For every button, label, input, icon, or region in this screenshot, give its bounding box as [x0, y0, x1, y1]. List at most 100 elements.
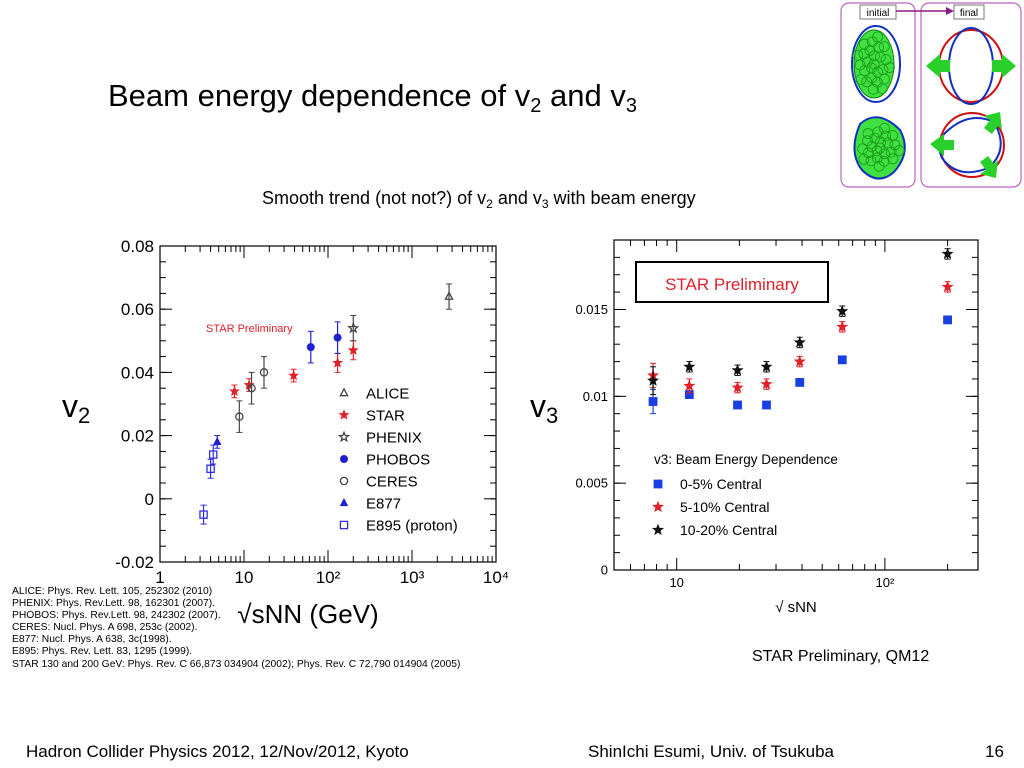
legend-label: ALICE	[366, 385, 409, 402]
data-point	[731, 363, 744, 376]
data-point	[228, 385, 240, 397]
series-alice	[444, 283, 454, 310]
data-point	[444, 291, 454, 300]
slide-title: Beam energy dependence of v2 and v3	[108, 78, 637, 117]
reference-item: PHOBOS: Phys. Rev.Lett. 98, 242302 (2007…	[12, 610, 221, 622]
y-tick-label: 0.015	[575, 302, 608, 317]
v2-label: v2	[62, 388, 91, 428]
data-point	[347, 344, 359, 356]
legend-label: STAR	[366, 407, 405, 424]
legend-title: v3: Beam Energy Dependence	[654, 452, 838, 467]
y-tick-label: 0.04	[121, 363, 154, 382]
data-point	[836, 304, 849, 317]
y-tick-label: 0	[145, 490, 154, 509]
triangular-flow-final-icon	[930, 112, 1005, 178]
series-e895-proton-	[199, 444, 218, 525]
reference-item: STAR 130 and 200 GeV: Phys. Rev. C 66,87…	[12, 658, 461, 670]
y-tick-label: 0.01	[583, 389, 608, 404]
triangular-overlap-icon	[853, 116, 906, 180]
data-point	[793, 336, 806, 348]
arrow-head-icon	[946, 7, 954, 15]
data-point	[247, 383, 256, 393]
legend-label: CERES	[366, 473, 418, 490]
initial-label: initial	[867, 8, 890, 19]
plot-frame	[159, 245, 497, 563]
series-10-20-central	[647, 247, 954, 396]
plot-frame	[613, 239, 979, 571]
data-point	[793, 355, 806, 367]
v2-chart: -0.02 0 0.02 0.04 0.06 0.08 1 10 10² 10³ 10⁴ √sNN (…	[115, 237, 509, 629]
data-point	[208, 450, 218, 459]
elliptic-flow-final-icon	[926, 27, 1016, 105]
legend-marker	[652, 500, 664, 513]
data-point	[836, 320, 849, 332]
data-point	[683, 379, 696, 392]
y-tick-label: -0.02	[115, 553, 154, 572]
reference-item: ALICE: Phys. Rev. Lett. 105, 252302 (201…	[12, 586, 213, 597]
data-point	[235, 412, 244, 421]
legend-label: PHOBOS	[366, 451, 430, 468]
series-star	[228, 340, 359, 399]
data-point	[795, 378, 805, 387]
v3-label: v3	[530, 388, 559, 428]
x-tick-label: 1	[155, 568, 164, 587]
data-point	[683, 360, 696, 372]
y-tick-label: 0.06	[121, 300, 154, 319]
y-tick-label: 0.005	[575, 476, 608, 491]
reference-item: CERES: Nucl. Phys. A 698, 253c (2002).	[12, 622, 198, 634]
flow-inset-diagram: initial final	[840, 2, 1022, 188]
subtitle: Smooth trend (not not?) of v2 and v3 wit…	[262, 188, 696, 211]
legend-marker	[339, 454, 348, 463]
series-phenix	[347, 315, 360, 342]
legend-marker	[339, 498, 349, 507]
legend-marker	[652, 523, 664, 536]
y-tick-label: 0.08	[121, 237, 154, 256]
credit-text: STAR Preliminary, QM12	[752, 648, 930, 665]
x-tick-label: 10	[669, 575, 683, 590]
v3-chart: 0 0.005 0.01 0.015 10 10² √ sNN 0-5% Central 5-1…	[575, 239, 979, 616]
data-point	[760, 360, 773, 372]
series-ceres	[235, 356, 269, 433]
data-point	[762, 400, 771, 410]
footer-conference: Hadron Collider Physics 2012, 12/Nov/201…	[26, 742, 409, 761]
legend-label: PHENIX	[366, 429, 422, 446]
legend-label: 0-5% Central	[680, 476, 762, 492]
x-tick-label: 10²	[316, 568, 341, 587]
x-axis-label: √ sNN	[775, 599, 817, 616]
x-tick-label: 10⁴	[483, 568, 509, 587]
data-point	[288, 369, 300, 381]
data-point	[943, 315, 952, 325]
legend-marker	[337, 430, 351, 443]
legend-label: E877	[366, 495, 401, 512]
legend-marker	[653, 479, 663, 489]
footer-author: ShinIchi Esumi, Univ. of Tsukuba	[588, 742, 834, 761]
data-point	[648, 397, 658, 406]
x-tick-label: 10	[235, 568, 254, 587]
final-label: final	[960, 8, 978, 19]
x-axis-label: √sNN (GeV)	[237, 599, 378, 629]
data-point	[733, 400, 742, 410]
legend-label: 10-20% Central	[680, 522, 777, 538]
data-point	[731, 381, 744, 393]
legend-marker	[339, 520, 349, 530]
y-tick-label: 0.02	[121, 427, 154, 446]
reference-item: E877: Nucl. Phys. A 638, 3c(1998).	[12, 634, 172, 646]
legend-label: 5-10% Central	[680, 499, 770, 515]
data-point	[760, 377, 773, 390]
star-preliminary-annotation: STAR Preliminary	[665, 275, 799, 294]
data-point	[306, 343, 315, 352]
series-phobos	[306, 321, 342, 364]
series-0-5-central	[648, 315, 952, 415]
data-point	[206, 464, 215, 474]
x-tick-label: 10³	[400, 568, 425, 587]
data-point	[212, 436, 222, 446]
data-point	[941, 247, 954, 260]
data-point	[259, 368, 269, 377]
x-tick-label: 10²	[875, 575, 894, 590]
data-point	[347, 321, 360, 334]
legend-marker	[338, 409, 350, 420]
final-label-box	[953, 4, 985, 20]
legend-marker	[339, 476, 349, 486]
star-preliminary-annotation: STAR Preliminary	[206, 323, 293, 335]
legend-marker	[339, 387, 349, 397]
